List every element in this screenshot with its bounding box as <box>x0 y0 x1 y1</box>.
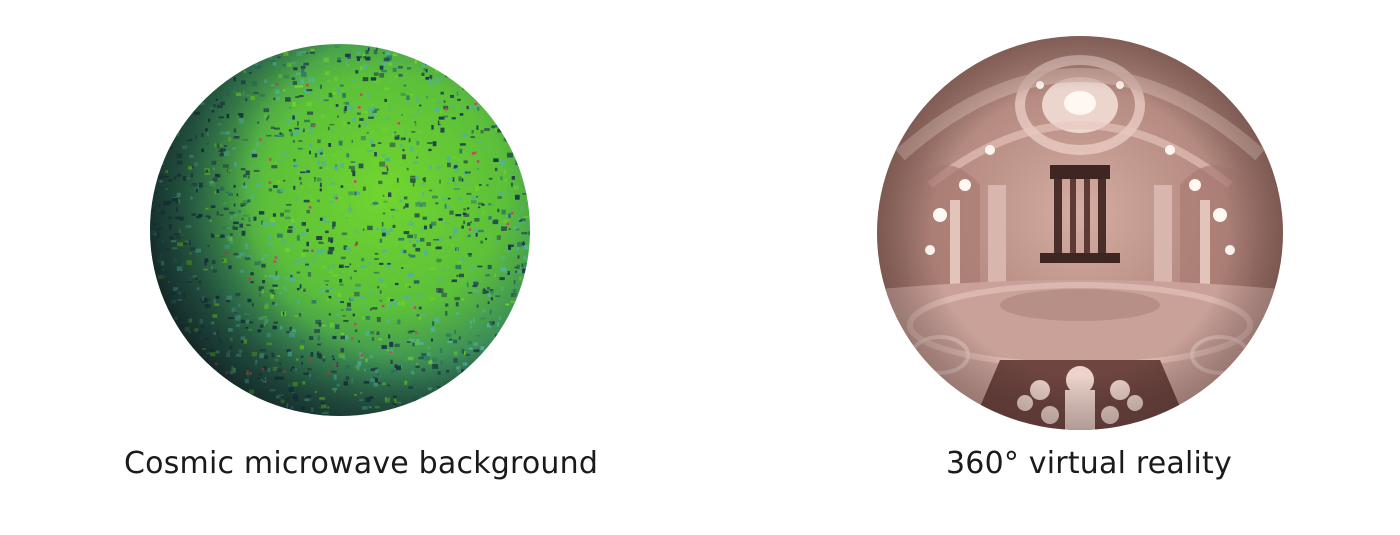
vr-sphere-vignette <box>877 36 1283 430</box>
vr-sphere-panel <box>870 35 1290 430</box>
cmb-sphere-panel <box>140 40 540 425</box>
cmb-caption: Cosmic microwave background <box>124 446 599 481</box>
vr-fisheye-image <box>877 36 1283 430</box>
cmb-sphere-shading <box>150 44 530 416</box>
vr-caption: 360° virtual reality <box>946 446 1232 481</box>
cmb-sphere-image <box>150 44 530 416</box>
